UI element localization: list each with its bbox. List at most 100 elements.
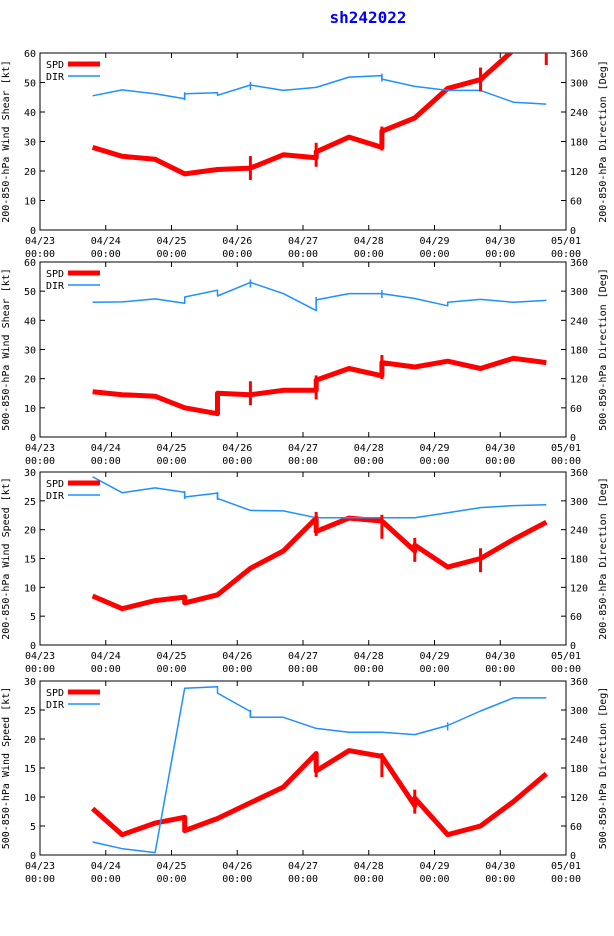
y-tick-label: 15 xyxy=(24,555,36,566)
legend-label-spd: SPD xyxy=(46,60,64,71)
y-tick-label: 5 xyxy=(30,612,36,623)
spd-series-line xyxy=(91,53,514,177)
y-tick-label: 20 xyxy=(24,167,36,178)
x-tick-label-time: 00:00 xyxy=(419,874,449,885)
y-tick-label: 30 xyxy=(24,138,36,149)
x-tick-label-time: 00:00 xyxy=(25,249,55,260)
x-tick-label-day: 04/30 xyxy=(485,443,515,454)
x-tick-label-time: 00:00 xyxy=(419,456,449,467)
y-tick-label: 15 xyxy=(24,764,36,775)
x-tick-label-day: 04/26 xyxy=(222,443,252,454)
y2-tick-label: 180 xyxy=(570,555,588,566)
y2-tick-label: 0 xyxy=(570,226,576,237)
y2-tick-label: 300 xyxy=(570,497,588,508)
x-tick-label-day: 04/25 xyxy=(156,443,186,454)
y-axis-title: 200-850-hPa Wind Speed [kt] xyxy=(1,477,12,640)
x-tick-label-day: 04/23 xyxy=(25,861,55,872)
x-tick-label-time: 00:00 xyxy=(485,249,515,260)
y2-axis-title: 200-850-hPa Direction [Deg] xyxy=(598,477,609,640)
x-tick-label-time: 00:00 xyxy=(25,874,55,885)
x-tick-label-day: 05/01 xyxy=(551,443,581,454)
x-tick-label-day: 04/28 xyxy=(354,236,384,247)
x-tick-label-time: 00:00 xyxy=(91,664,121,675)
y2-tick-label: 360 xyxy=(570,677,588,688)
plot-area xyxy=(91,53,548,181)
x-tick-label-time: 00:00 xyxy=(354,456,384,467)
x-tick-label-day: 04/27 xyxy=(288,861,318,872)
plot-area xyxy=(92,279,547,417)
x-tick-label-time: 00:00 xyxy=(156,249,186,260)
plot-frame xyxy=(39,471,567,646)
x-tick-label-time: 00:00 xyxy=(551,456,581,467)
dir-series-line xyxy=(92,476,547,519)
x-tick-label-time: 00:00 xyxy=(91,249,121,260)
x-tick-label-time: 00:00 xyxy=(485,456,515,467)
spd-series-line xyxy=(92,355,547,417)
y-tick-label: 50 xyxy=(24,79,36,90)
y2-tick-label: 240 xyxy=(570,316,588,327)
x-tick-label-day: 04/24 xyxy=(91,861,121,872)
y2-tick-label: 180 xyxy=(570,764,588,775)
x-tick-label-day: 04/25 xyxy=(156,236,186,247)
x-tick-label-time: 00:00 xyxy=(419,664,449,675)
y-tick-label: 25 xyxy=(24,497,36,508)
x-tick-label-time: 00:00 xyxy=(354,664,384,675)
dir-series-line xyxy=(92,74,547,105)
y-tick-label: 0 xyxy=(30,641,36,652)
y-axis-title: 500-850-hPa Wind Speed [kt] xyxy=(1,687,12,850)
x-tick-label-day: 04/23 xyxy=(25,443,55,454)
x-tick-label-day: 04/29 xyxy=(419,651,449,662)
x-tick-label-day: 04/30 xyxy=(485,651,515,662)
dir-series-line xyxy=(92,686,547,854)
y2-tick-label: 120 xyxy=(570,793,588,804)
x-tick-label-day: 04/28 xyxy=(354,443,384,454)
y2-tick-label: 120 xyxy=(570,167,588,178)
x-tick-label-day: 04/28 xyxy=(354,651,384,662)
x-tick-label-day: 04/29 xyxy=(419,861,449,872)
x-tick-label-day: 04/23 xyxy=(25,236,55,247)
y-tick-label: 25 xyxy=(24,706,36,717)
y2-tick-label: 240 xyxy=(570,108,588,119)
x-tick-label-time: 00:00 xyxy=(485,874,515,885)
y2-tick-label: 60 xyxy=(570,197,582,208)
y2-axis-title: 500-850-hPa Direction [Deg] xyxy=(598,268,609,431)
x-tick-label-time: 00:00 xyxy=(222,664,252,675)
y2-tick-label: 300 xyxy=(570,79,588,90)
y-tick-label: 10 xyxy=(24,583,36,594)
x-tick-label-time: 00:00 xyxy=(485,664,515,675)
y-tick-label: 20 xyxy=(24,735,36,746)
y2-tick-label: 360 xyxy=(570,468,588,479)
y-tick-label: 0 xyxy=(30,226,36,237)
y-tick-label: 50 xyxy=(24,287,36,298)
x-tick-label-day: 04/29 xyxy=(419,236,449,247)
x-tick-label-time: 00:00 xyxy=(551,664,581,675)
x-tick-label-day: 04/30 xyxy=(485,236,515,247)
y-tick-label: 20 xyxy=(24,375,36,386)
y2-tick-label: 300 xyxy=(570,287,588,298)
legend-label-dir: DIR xyxy=(46,700,65,711)
y2-tick-label: 0 xyxy=(570,851,576,862)
x-tick-label-day: 04/25 xyxy=(156,861,186,872)
y2-tick-label: 60 xyxy=(570,822,582,833)
chart-panel-3: 04/23 00:00 04/24 00:00 04/25 00:00 04/26 00:00… xyxy=(1,468,609,675)
x-tick-label-time: 00:00 xyxy=(288,249,318,260)
y2-tick-label: 180 xyxy=(570,346,588,357)
x-tick-label-day: 04/23 xyxy=(25,651,55,662)
y2-tick-label: 240 xyxy=(570,735,588,746)
x-tick-label-time: 00:00 xyxy=(156,874,186,885)
legend-label-dir: DIR xyxy=(46,281,65,292)
plot-frame xyxy=(39,52,567,231)
y-tick-label: 5 xyxy=(30,822,36,833)
chart-panel-2: 04/23 00:00 04/24 00:00 04/25 00:00 04/26 00:00… xyxy=(1,258,609,467)
legend-label-spd: SPD xyxy=(46,688,64,699)
y-tick-label: 10 xyxy=(24,793,36,804)
plot-area xyxy=(91,476,548,612)
x-tick-label-time: 00:00 xyxy=(288,664,318,675)
x-tick-label-time: 00:00 xyxy=(222,874,252,885)
y-axis-title: 500-850-hPa Wind Shear [kt] xyxy=(1,268,12,431)
y2-tick-label: 240 xyxy=(570,526,588,537)
y-tick-label: 60 xyxy=(24,258,36,269)
x-tick-label-day: 05/01 xyxy=(551,861,581,872)
x-tick-label-time: 00:00 xyxy=(354,249,384,260)
x-tick-label-day: 04/24 xyxy=(91,443,121,454)
